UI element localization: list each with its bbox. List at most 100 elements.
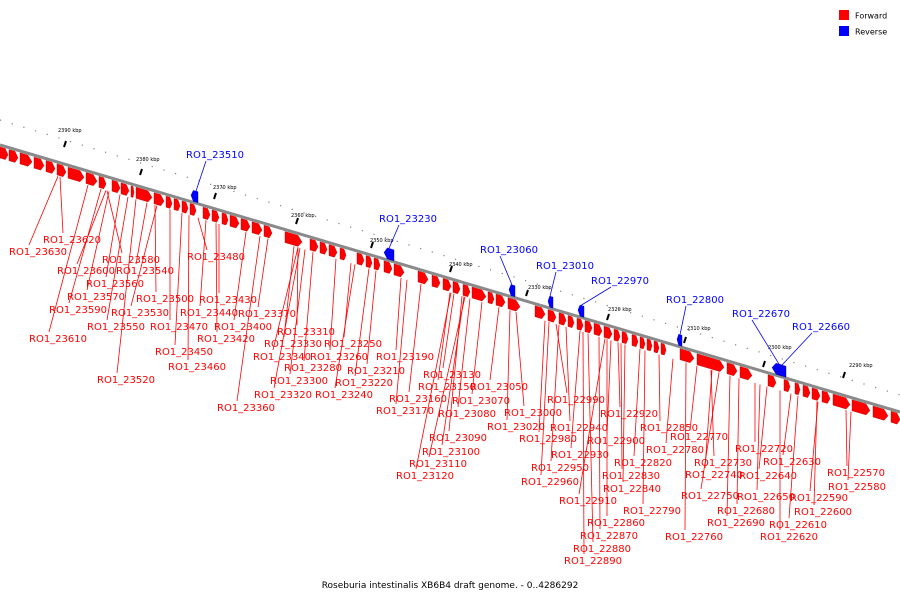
forward-gene-label[interactable]: RO1_22580 [828,482,886,493]
forward-gene-label[interactable]: RO1_23220 [335,378,393,389]
forward-gene-label[interactable]: RO1_23260 [310,352,368,363]
forward-gene-label[interactable]: RO1_22860 [587,518,645,529]
forward-gene-label[interactable]: RO1_22750 [681,491,739,502]
forward-gene-label[interactable]: RO1_23360 [217,403,275,414]
reverse-gene-label[interactable]: RO1_22970 [591,276,649,287]
scale-ticks [63,140,846,379]
forward-gene-label[interactable]: RO1_23520 [97,375,155,386]
forward-gene-label[interactable]: RO1_22790 [623,506,681,517]
forward-gene-label[interactable]: RO1_23050 [470,382,528,393]
forward-gene-label[interactable]: RO1_22620 [760,532,818,543]
forward-gene-label[interactable]: RO1_23100 [422,447,480,458]
forward-gene-label[interactable]: RO1_23340 [253,352,311,363]
reverse-gene-glyphs [190,190,787,378]
forward-gene-arrow [794,382,801,396]
forward-gene-label[interactable]: RO1_22950 [531,463,589,474]
forward-gene-label[interactable]: RO1_22820 [614,458,672,469]
forward-gene-label[interactable]: RO1_22780 [646,445,704,456]
forward-gene-label[interactable]: RO1_23310 [277,327,335,338]
forward-gene-label[interactable]: RO1_23070 [452,396,510,407]
forward-gene-label[interactable]: RO1_22900 [587,436,645,447]
forward-gene-label[interactable]: RO1_22730 [694,458,752,469]
forward-gene-label[interactable]: RO1_23560 [86,279,144,290]
forward-gene-label[interactable]: RO1_22960 [521,477,579,488]
forward-gene-label[interactable]: RO1_23540 [116,266,174,277]
forward-gene-label[interactable]: RO1_23080 [438,409,496,420]
forward-gene-label[interactable]: RO1_23120 [396,471,454,482]
forward-gene-label[interactable]: RO1_22650 [737,492,795,503]
forward-gene-label[interactable]: RO1_23160 [389,394,447,405]
forward-gene-label[interactable]: RO1_23110 [409,459,467,470]
forward-gene-label[interactable]: RO1_22940 [550,423,608,434]
forward-gene-label[interactable]: RO1_23370 [238,309,296,320]
forward-gene-label[interactable]: RO1_22990 [547,395,605,406]
forward-gene-label[interactable]: RO1_22910 [559,496,617,507]
reverse-leader-line [580,286,612,306]
forward-gene-label[interactable]: RO1_22590 [790,493,848,504]
forward-gene-label[interactable]: RO1_23090 [429,433,487,444]
forward-gene-label[interactable]: RO1_23330 [264,339,322,350]
forward-gene-label[interactable]: RO1_23590 [49,305,107,316]
forward-gene-label[interactable]: RO1_23420 [197,334,255,345]
reverse-gene-label[interactable]: RO1_22660 [792,322,850,333]
forward-gene-label[interactable]: RO1_22890 [564,556,622,567]
forward-gene-label[interactable]: RO1_22770 [670,432,728,443]
forward-gene-label[interactable]: RO1_23470 [150,322,208,333]
forward-gene-label[interactable]: RO1_22570 [827,468,885,479]
forward-gene-label[interactable]: RO1_22690 [707,518,765,529]
reverse-gene-label[interactable]: RO1_23510 [186,150,244,161]
forward-gene-label[interactable]: RO1_23000 [504,408,562,419]
forward-gene-label[interactable]: RO1_22600 [794,507,852,518]
forward-gene-label[interactable]: RO1_22630 [763,457,821,468]
forward-gene-label[interactable]: RO1_23130 [423,370,481,381]
forward-gene-label[interactable]: RO1_23450 [155,347,213,358]
forward-gene-label[interactable]: RO1_22760 [665,532,723,543]
forward-gene-label[interactable]: RO1_22920 [600,409,658,420]
forward-gene-label[interactable]: RO1_23400 [214,322,272,333]
forward-gene-label[interactable]: RO1_22830 [602,471,660,482]
forward-gene-label[interactable]: RO1_23430 [199,295,257,306]
forward-gene-label[interactable]: RO1_22680 [717,506,775,517]
forward-gene-label[interactable]: RO1_23600 [57,266,115,277]
forward-gene-label[interactable]: RO1_23580 [102,255,160,266]
forward-gene-label[interactable]: RO1_22870 [580,531,638,542]
forward-gene-label[interactable]: RO1_23620 [43,235,101,246]
reverse-gene-label[interactable]: RO1_23230 [379,214,437,225]
forward-gene-label[interactable]: RO1_23610 [29,334,87,345]
forward-gene-label[interactable]: RO1_22610 [769,520,827,531]
forward-leader-line [236,236,261,402]
forward-gene-label[interactable]: RO1_23240 [315,390,373,401]
reverse-gene-label[interactable]: RO1_22800 [666,295,724,306]
forward-gene-arrow [832,393,851,410]
forward-gene-label[interactable]: RO1_22850 [640,423,698,434]
forward-gene-label[interactable]: RO1_23530 [111,308,169,319]
forward-gene-label[interactable]: RO1_23460 [168,362,226,373]
forward-gene-label[interactable]: RO1_23190 [376,352,434,363]
reverse-gene-label[interactable]: RO1_23060 [480,245,538,256]
forward-gene-label[interactable]: RO1_22740 [685,470,743,481]
scale-tick [525,289,529,297]
reverse-gene-label[interactable]: RO1_23010 [536,261,594,272]
forward-gene-label[interactable]: RO1_23480 [187,252,245,263]
forward-gene-label[interactable]: RO1_23170 [376,406,434,417]
forward-gene-label[interactable]: RO1_23210 [347,366,405,377]
forward-gene-label[interactable]: RO1_22640 [739,471,797,482]
forward-gene-label[interactable]: RO1_23500 [136,294,194,305]
forward-gene-label[interactable]: RO1_22880 [573,544,631,555]
forward-gene-label[interactable]: RO1_22720 [735,444,793,455]
forward-gene-label[interactable]: RO1_22930 [551,450,609,461]
forward-gene-label[interactable]: RO1_23440 [180,308,238,319]
forward-gene-label[interactable]: RO1_23280 [284,363,342,374]
forward-gene-label[interactable]: RO1_23250 [324,339,382,350]
forward-gene-label[interactable]: RO1_23570 [67,292,125,303]
forward-gene-label[interactable]: RO1_22840 [603,484,661,495]
forward-gene-label[interactable]: RO1_23320 [254,390,312,401]
reverse-gene-label[interactable]: RO1_22670 [732,309,790,320]
forward-gene-label[interactable]: RO1_23550 [87,322,145,333]
scale-tick [762,360,766,368]
forward-gene-label[interactable]: RO1_23020 [487,422,545,433]
forward-gene-label[interactable]: RO1_23300 [270,376,328,387]
forward-gene-label[interactable]: RO1_23630 [9,247,67,258]
forward-gene-label[interactable]: RO1_22980 [519,434,577,445]
forward-gene-label[interactable]: RO1_23150 [418,382,476,393]
